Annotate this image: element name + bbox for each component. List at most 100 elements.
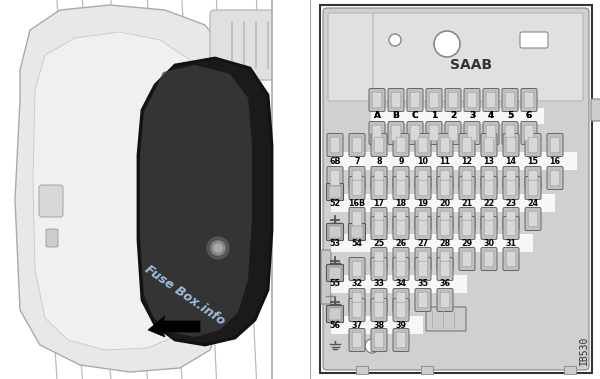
- Text: 38: 38: [373, 321, 385, 329]
- Bar: [331, 316, 423, 334]
- Text: 56: 56: [329, 321, 341, 329]
- FancyBboxPatch shape: [484, 137, 494, 153]
- FancyBboxPatch shape: [326, 224, 343, 241]
- Text: B: B: [392, 111, 400, 121]
- Polygon shape: [138, 58, 272, 345]
- Text: 7: 7: [354, 157, 360, 166]
- FancyBboxPatch shape: [459, 166, 475, 190]
- FancyBboxPatch shape: [506, 220, 516, 236]
- FancyBboxPatch shape: [374, 180, 384, 196]
- FancyBboxPatch shape: [393, 216, 409, 240]
- Polygon shape: [33, 32, 200, 350]
- Text: 39: 39: [395, 321, 407, 329]
- FancyBboxPatch shape: [528, 180, 538, 196]
- Text: 15: 15: [527, 157, 539, 166]
- FancyBboxPatch shape: [459, 177, 475, 199]
- Text: SAAB: SAAB: [450, 58, 492, 72]
- FancyBboxPatch shape: [393, 207, 409, 230]
- FancyBboxPatch shape: [326, 183, 343, 200]
- FancyBboxPatch shape: [547, 166, 563, 190]
- FancyBboxPatch shape: [505, 92, 515, 108]
- Circle shape: [207, 237, 229, 259]
- FancyBboxPatch shape: [437, 133, 453, 157]
- FancyBboxPatch shape: [467, 92, 477, 108]
- FancyBboxPatch shape: [371, 299, 387, 321]
- FancyBboxPatch shape: [521, 122, 537, 144]
- FancyBboxPatch shape: [467, 125, 477, 141]
- FancyBboxPatch shape: [396, 137, 406, 153]
- FancyBboxPatch shape: [591, 99, 600, 121]
- Text: 33: 33: [373, 279, 385, 288]
- FancyBboxPatch shape: [484, 170, 494, 186]
- FancyBboxPatch shape: [415, 133, 431, 157]
- FancyBboxPatch shape: [371, 166, 387, 190]
- Text: Fuse Box.info: Fuse Box.info: [142, 263, 227, 327]
- Text: 32: 32: [352, 279, 362, 288]
- Bar: [0, 0, 315, 379]
- FancyBboxPatch shape: [396, 332, 406, 348]
- Text: 4: 4: [488, 111, 494, 121]
- Text: 25: 25: [373, 238, 385, 247]
- Text: 17: 17: [373, 199, 385, 207]
- Polygon shape: [525, 212, 585, 366]
- FancyBboxPatch shape: [393, 288, 409, 312]
- FancyBboxPatch shape: [329, 308, 341, 320]
- FancyBboxPatch shape: [329, 186, 341, 198]
- FancyBboxPatch shape: [503, 177, 519, 199]
- FancyBboxPatch shape: [415, 166, 431, 190]
- FancyBboxPatch shape: [393, 166, 409, 190]
- FancyBboxPatch shape: [440, 137, 450, 153]
- FancyBboxPatch shape: [321, 250, 331, 304]
- Text: 1: 1: [431, 111, 437, 121]
- FancyBboxPatch shape: [351, 226, 363, 238]
- FancyBboxPatch shape: [462, 170, 472, 186]
- Text: 19: 19: [418, 199, 428, 207]
- FancyBboxPatch shape: [393, 257, 409, 280]
- FancyBboxPatch shape: [483, 89, 499, 111]
- Text: 54: 54: [352, 238, 362, 247]
- FancyBboxPatch shape: [459, 133, 475, 157]
- FancyBboxPatch shape: [407, 89, 423, 111]
- Text: 4: 4: [488, 111, 494, 121]
- FancyBboxPatch shape: [440, 211, 450, 227]
- FancyBboxPatch shape: [393, 247, 409, 271]
- FancyBboxPatch shape: [393, 329, 409, 351]
- FancyBboxPatch shape: [415, 177, 431, 199]
- FancyBboxPatch shape: [374, 211, 384, 227]
- Bar: [272, 0, 315, 379]
- FancyBboxPatch shape: [481, 247, 497, 271]
- FancyBboxPatch shape: [437, 177, 453, 199]
- FancyBboxPatch shape: [462, 180, 472, 196]
- FancyBboxPatch shape: [418, 251, 428, 267]
- Text: C: C: [412, 111, 418, 121]
- FancyBboxPatch shape: [440, 170, 450, 186]
- FancyBboxPatch shape: [484, 220, 494, 236]
- FancyBboxPatch shape: [326, 305, 343, 323]
- FancyBboxPatch shape: [371, 216, 387, 240]
- FancyBboxPatch shape: [330, 170, 340, 186]
- FancyBboxPatch shape: [459, 216, 475, 240]
- FancyBboxPatch shape: [440, 180, 450, 196]
- FancyBboxPatch shape: [445, 122, 461, 144]
- Text: 2: 2: [450, 111, 456, 121]
- FancyBboxPatch shape: [524, 92, 534, 108]
- FancyBboxPatch shape: [506, 180, 516, 196]
- FancyBboxPatch shape: [396, 302, 406, 318]
- FancyBboxPatch shape: [371, 329, 387, 351]
- FancyBboxPatch shape: [503, 166, 519, 190]
- FancyBboxPatch shape: [352, 302, 362, 318]
- FancyBboxPatch shape: [410, 92, 420, 108]
- FancyBboxPatch shape: [525, 207, 541, 230]
- Text: 11: 11: [439, 157, 451, 166]
- Text: 55: 55: [329, 279, 341, 288]
- Circle shape: [365, 339, 379, 353]
- FancyBboxPatch shape: [349, 288, 365, 312]
- FancyBboxPatch shape: [528, 137, 538, 153]
- FancyBboxPatch shape: [462, 137, 472, 153]
- FancyBboxPatch shape: [374, 302, 384, 318]
- Text: 30: 30: [484, 238, 494, 247]
- FancyBboxPatch shape: [329, 267, 341, 279]
- Text: 5: 5: [507, 111, 513, 121]
- FancyBboxPatch shape: [371, 257, 387, 280]
- Polygon shape: [140, 65, 252, 337]
